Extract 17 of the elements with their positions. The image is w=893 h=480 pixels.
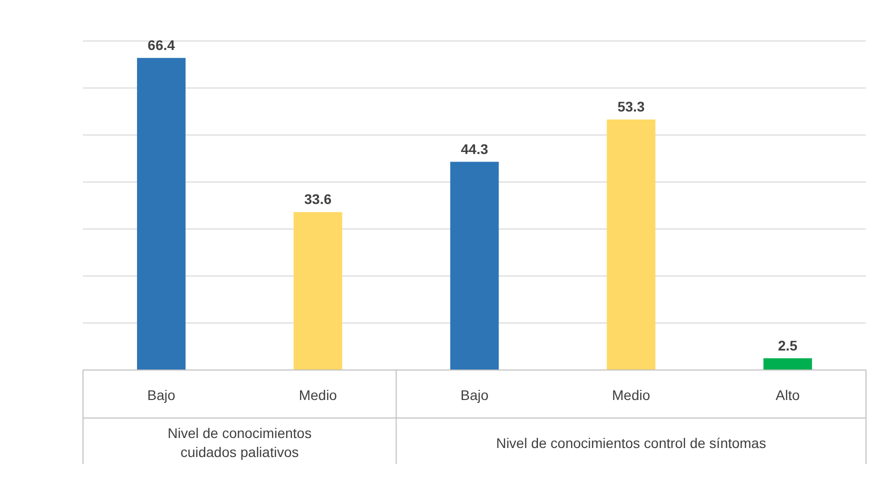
data-label: 53.3	[617, 98, 645, 114]
x-tick-label: Bajo	[147, 387, 176, 403]
bar	[294, 212, 342, 370]
data-label: 33.6	[304, 191, 332, 208]
bar	[450, 162, 499, 370]
bar	[606, 119, 656, 370]
x-tick-label: Medio	[612, 387, 650, 403]
bar	[763, 358, 812, 370]
x-tick-label: Alto	[776, 387, 800, 403]
data-label: 2.5	[778, 337, 798, 354]
text: Nivel de conocimientos control de síntomas	[496, 435, 766, 451]
x-tick-label: Medio	[298, 387, 338, 403]
data-label: 66.4	[148, 36, 176, 53]
data-label: 44.3	[460, 140, 488, 157]
bar	[137, 58, 186, 370]
text: Nivel de conocimientos cuidados paliativos	[168, 425, 312, 460]
x-tick-label: Bajo	[460, 387, 489, 403]
